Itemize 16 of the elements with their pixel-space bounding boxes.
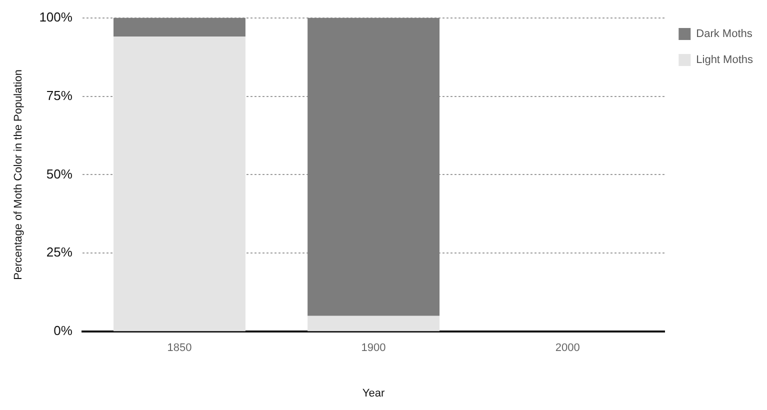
x-tick-label: 2000 (555, 342, 580, 354)
bar (114, 36, 246, 332)
legend-label: Dark Moths (696, 28, 753, 40)
y-tick-label: 25% (46, 244, 73, 260)
x-axis-title: Year (362, 387, 385, 400)
bar (114, 18, 246, 37)
bar (308, 316, 440, 332)
y-tick-label: 100% (39, 9, 73, 24)
x-tick-label: 1900 (361, 342, 386, 354)
x-tick-label: 1850 (167, 342, 192, 354)
y-tick-label: 50% (46, 166, 73, 182)
y-tick-label: 0% (54, 323, 73, 338)
legend-label: Light Moths (696, 54, 754, 66)
y-tick-label: 75% (46, 88, 73, 103)
bar (308, 18, 440, 316)
y-axis-title: Percentage of Moth Color in the Population (12, 70, 25, 280)
